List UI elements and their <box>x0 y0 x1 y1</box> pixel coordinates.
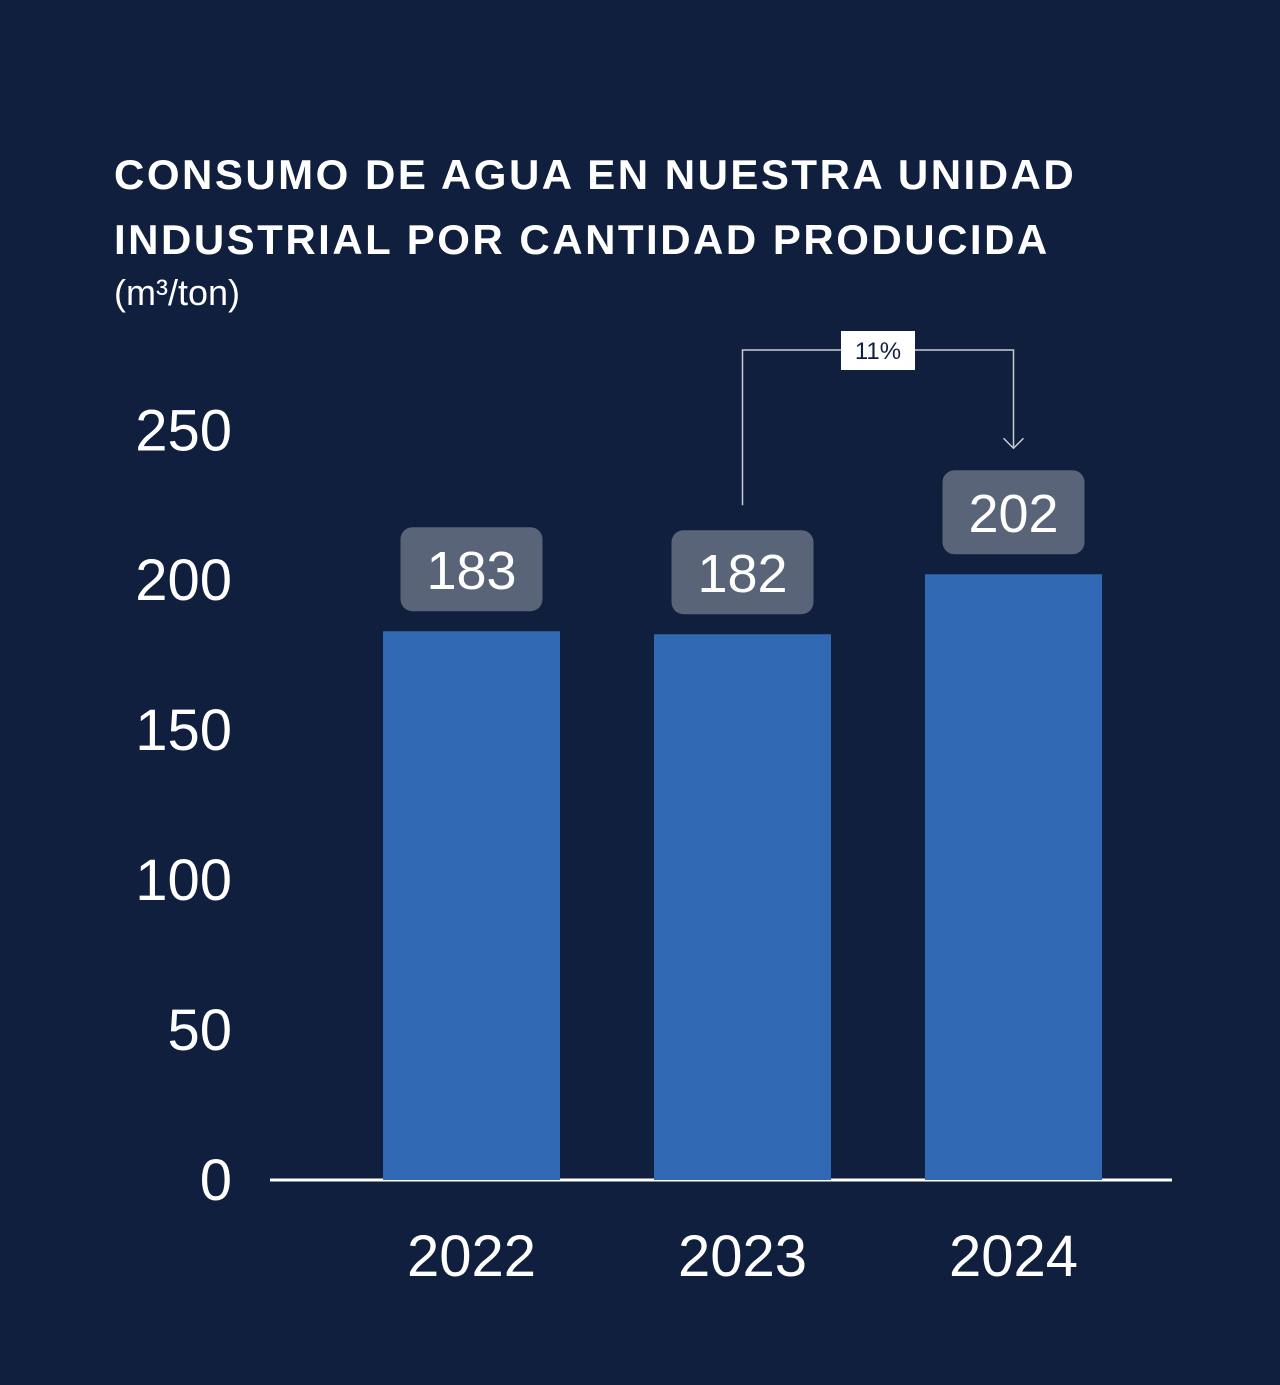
y-tick-label: 200 <box>135 548 232 613</box>
chart-title-line2: INDUSTRIAL POR CANTIDAD PRODUCIDA <box>114 216 1050 263</box>
chart-title: CONSUMO DE AGUA EN NUESTRA UNIDAD INDUST… <box>114 142 1076 272</box>
x-tick-label: 2022 <box>407 1224 536 1289</box>
data-label: 202 <box>968 484 1058 544</box>
chart-title-line1: CONSUMO DE AGUA EN NUESTRA UNIDAD <box>114 151 1077 198</box>
annotation-label: 11% <box>855 338 901 365</box>
y-tick-label: 50 <box>167 998 232 1063</box>
x-tick-label: 2023 <box>678 1224 807 1289</box>
chart-unit: (m³/ton) <box>114 272 240 313</box>
arrow-head-icon <box>1002 437 1025 450</box>
data-label-box <box>400 527 543 612</box>
y-tick-label: 0 <box>200 1148 232 1213</box>
bar <box>383 631 560 1180</box>
data-label-box <box>671 530 814 615</box>
annotation-box <box>841 331 915 370</box>
data-label: 183 <box>426 541 516 601</box>
x-tick-label: 2024 <box>949 1224 1078 1289</box>
y-tick-label: 100 <box>135 848 232 913</box>
bar <box>925 574 1102 1180</box>
bar <box>654 634 831 1180</box>
data-label: 182 <box>697 544 787 604</box>
y-tick-label: 150 <box>135 698 232 763</box>
y-tick-label: 250 <box>135 398 232 463</box>
data-label-box <box>942 470 1085 555</box>
